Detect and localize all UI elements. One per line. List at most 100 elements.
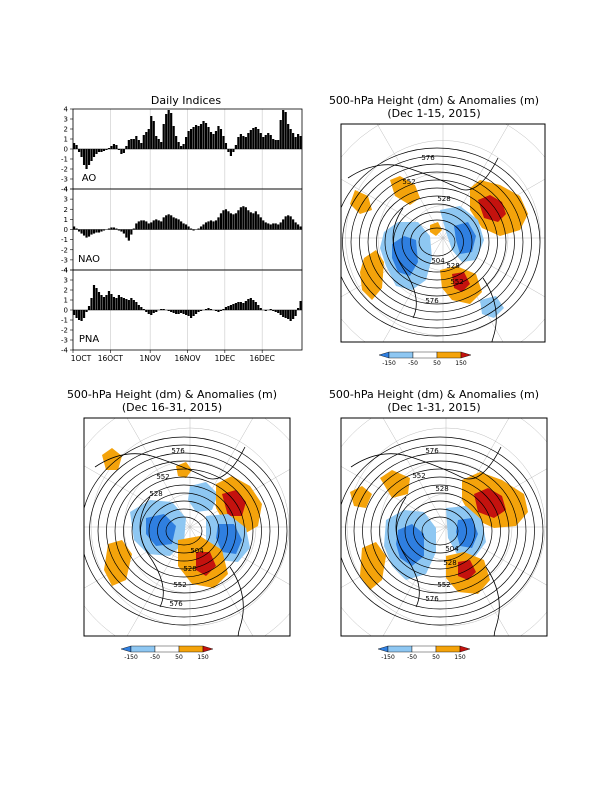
height-anomaly-map-dec-16-31: 500-hPa Height (dm) & Anomalies (m) (Dec… <box>67 388 291 661</box>
colorbar-arrow-left <box>377 645 389 653</box>
anomaly-shading <box>360 250 384 300</box>
bar-ao <box>277 140 280 149</box>
contour-label: 528 <box>437 195 450 203</box>
bar-nao <box>95 229 98 233</box>
y-tick-label: 4 <box>64 267 69 275</box>
anomaly-shading <box>102 448 122 470</box>
colorbar-arrow-right <box>202 645 214 653</box>
map-frame <box>340 417 548 637</box>
bar-ao <box>97 149 101 152</box>
bar-pna <box>299 301 302 310</box>
bar-pna <box>130 298 133 310</box>
anomaly-shading <box>430 222 442 236</box>
bar-pna <box>187 310 190 316</box>
bar-ao <box>292 133 295 149</box>
bar-ao <box>224 143 228 149</box>
bar-pna <box>160 309 163 310</box>
bar-ao <box>110 146 113 149</box>
bar-ao <box>127 140 130 149</box>
bar-ao <box>214 131 218 149</box>
bar-nao <box>182 223 185 230</box>
bar-nao <box>132 228 135 230</box>
height-contour <box>97 452 271 610</box>
bar-ao <box>189 129 193 149</box>
bar-pna <box>197 310 200 312</box>
bar-nao <box>152 220 155 230</box>
bar-nao <box>185 224 188 230</box>
bar-ao <box>207 127 210 149</box>
colorbar-label: 50 <box>433 360 441 367</box>
contour-labels: 576 552 528 528 504 552 576 <box>402 154 463 305</box>
bar-ao <box>142 135 145 149</box>
bar-ao <box>287 124 290 149</box>
coastline <box>139 496 164 608</box>
bar-pna <box>87 306 91 310</box>
map-plot <box>341 124 545 342</box>
bar-ao <box>217 126 220 149</box>
colorbar-label: -150 <box>382 360 396 367</box>
bar-ao <box>194 125 198 149</box>
bar-nao <box>157 220 160 230</box>
bar-ao <box>185 137 188 149</box>
bar-ao <box>257 129 260 149</box>
x-tick-label: 16DEC <box>250 354 275 363</box>
bar-pna <box>237 302 240 310</box>
bar-ao <box>297 134 300 149</box>
y-tick-label: -1 <box>61 236 68 244</box>
bar-pna <box>122 298 125 310</box>
anomaly-shading <box>396 524 424 566</box>
contour-label: 528 <box>435 485 448 493</box>
bar-pna <box>182 310 185 314</box>
bar-pna <box>100 295 103 310</box>
bar-pna <box>199 310 203 311</box>
bar-ao <box>130 139 133 149</box>
bar-nao <box>97 229 101 233</box>
bar-pna <box>219 310 223 311</box>
bar-pna <box>135 302 138 310</box>
bar-pna <box>97 292 101 310</box>
y-tick-label: -3 <box>61 256 68 264</box>
bar-pna <box>279 310 282 315</box>
bar-pna <box>142 309 145 310</box>
bar-ao <box>165 114 168 149</box>
bar-nao <box>115 228 118 230</box>
colorbar-bin <box>130 645 156 653</box>
colorbar-label: -150 <box>381 654 395 661</box>
bar-ao <box>284 112 287 149</box>
bar-ao <box>102 149 106 151</box>
bar-pna <box>259 308 262 310</box>
bar-ao <box>282 110 285 149</box>
bar-ao <box>204 123 208 149</box>
height-contour <box>131 484 237 578</box>
bar-pna <box>287 310 290 319</box>
height-contour <box>106 460 262 602</box>
bar-pna <box>224 307 228 310</box>
bar-ao <box>122 149 125 153</box>
bar-pna <box>152 310 155 313</box>
meridian <box>126 526 191 636</box>
y-tick-label: -1 <box>61 317 68 325</box>
bar-nao <box>277 224 280 230</box>
bar-pna <box>177 310 180 314</box>
bar-pna <box>162 309 165 310</box>
contour-label: 552 <box>156 473 169 481</box>
contour-label: 576 <box>169 600 183 608</box>
y-tick-label: -3 <box>61 176 68 184</box>
height-contour <box>413 508 467 554</box>
y-tick-label: -4 <box>61 186 69 194</box>
height-contour <box>350 163 524 321</box>
bar-ao <box>80 149 83 157</box>
bar-ao <box>212 134 215 149</box>
y-tick-label: -1 <box>61 156 68 164</box>
bar-pna <box>155 310 158 312</box>
bar-ao <box>289 129 292 149</box>
bar-nao <box>147 223 150 230</box>
bar-nao <box>222 210 225 230</box>
bar-ao <box>152 121 155 149</box>
bar-ao <box>160 142 163 149</box>
map-period: (Dec 1-31, 2015) <box>387 401 480 414</box>
bar-nao <box>242 206 245 230</box>
bar-ao <box>105 149 108 150</box>
bar-nao <box>175 218 178 230</box>
